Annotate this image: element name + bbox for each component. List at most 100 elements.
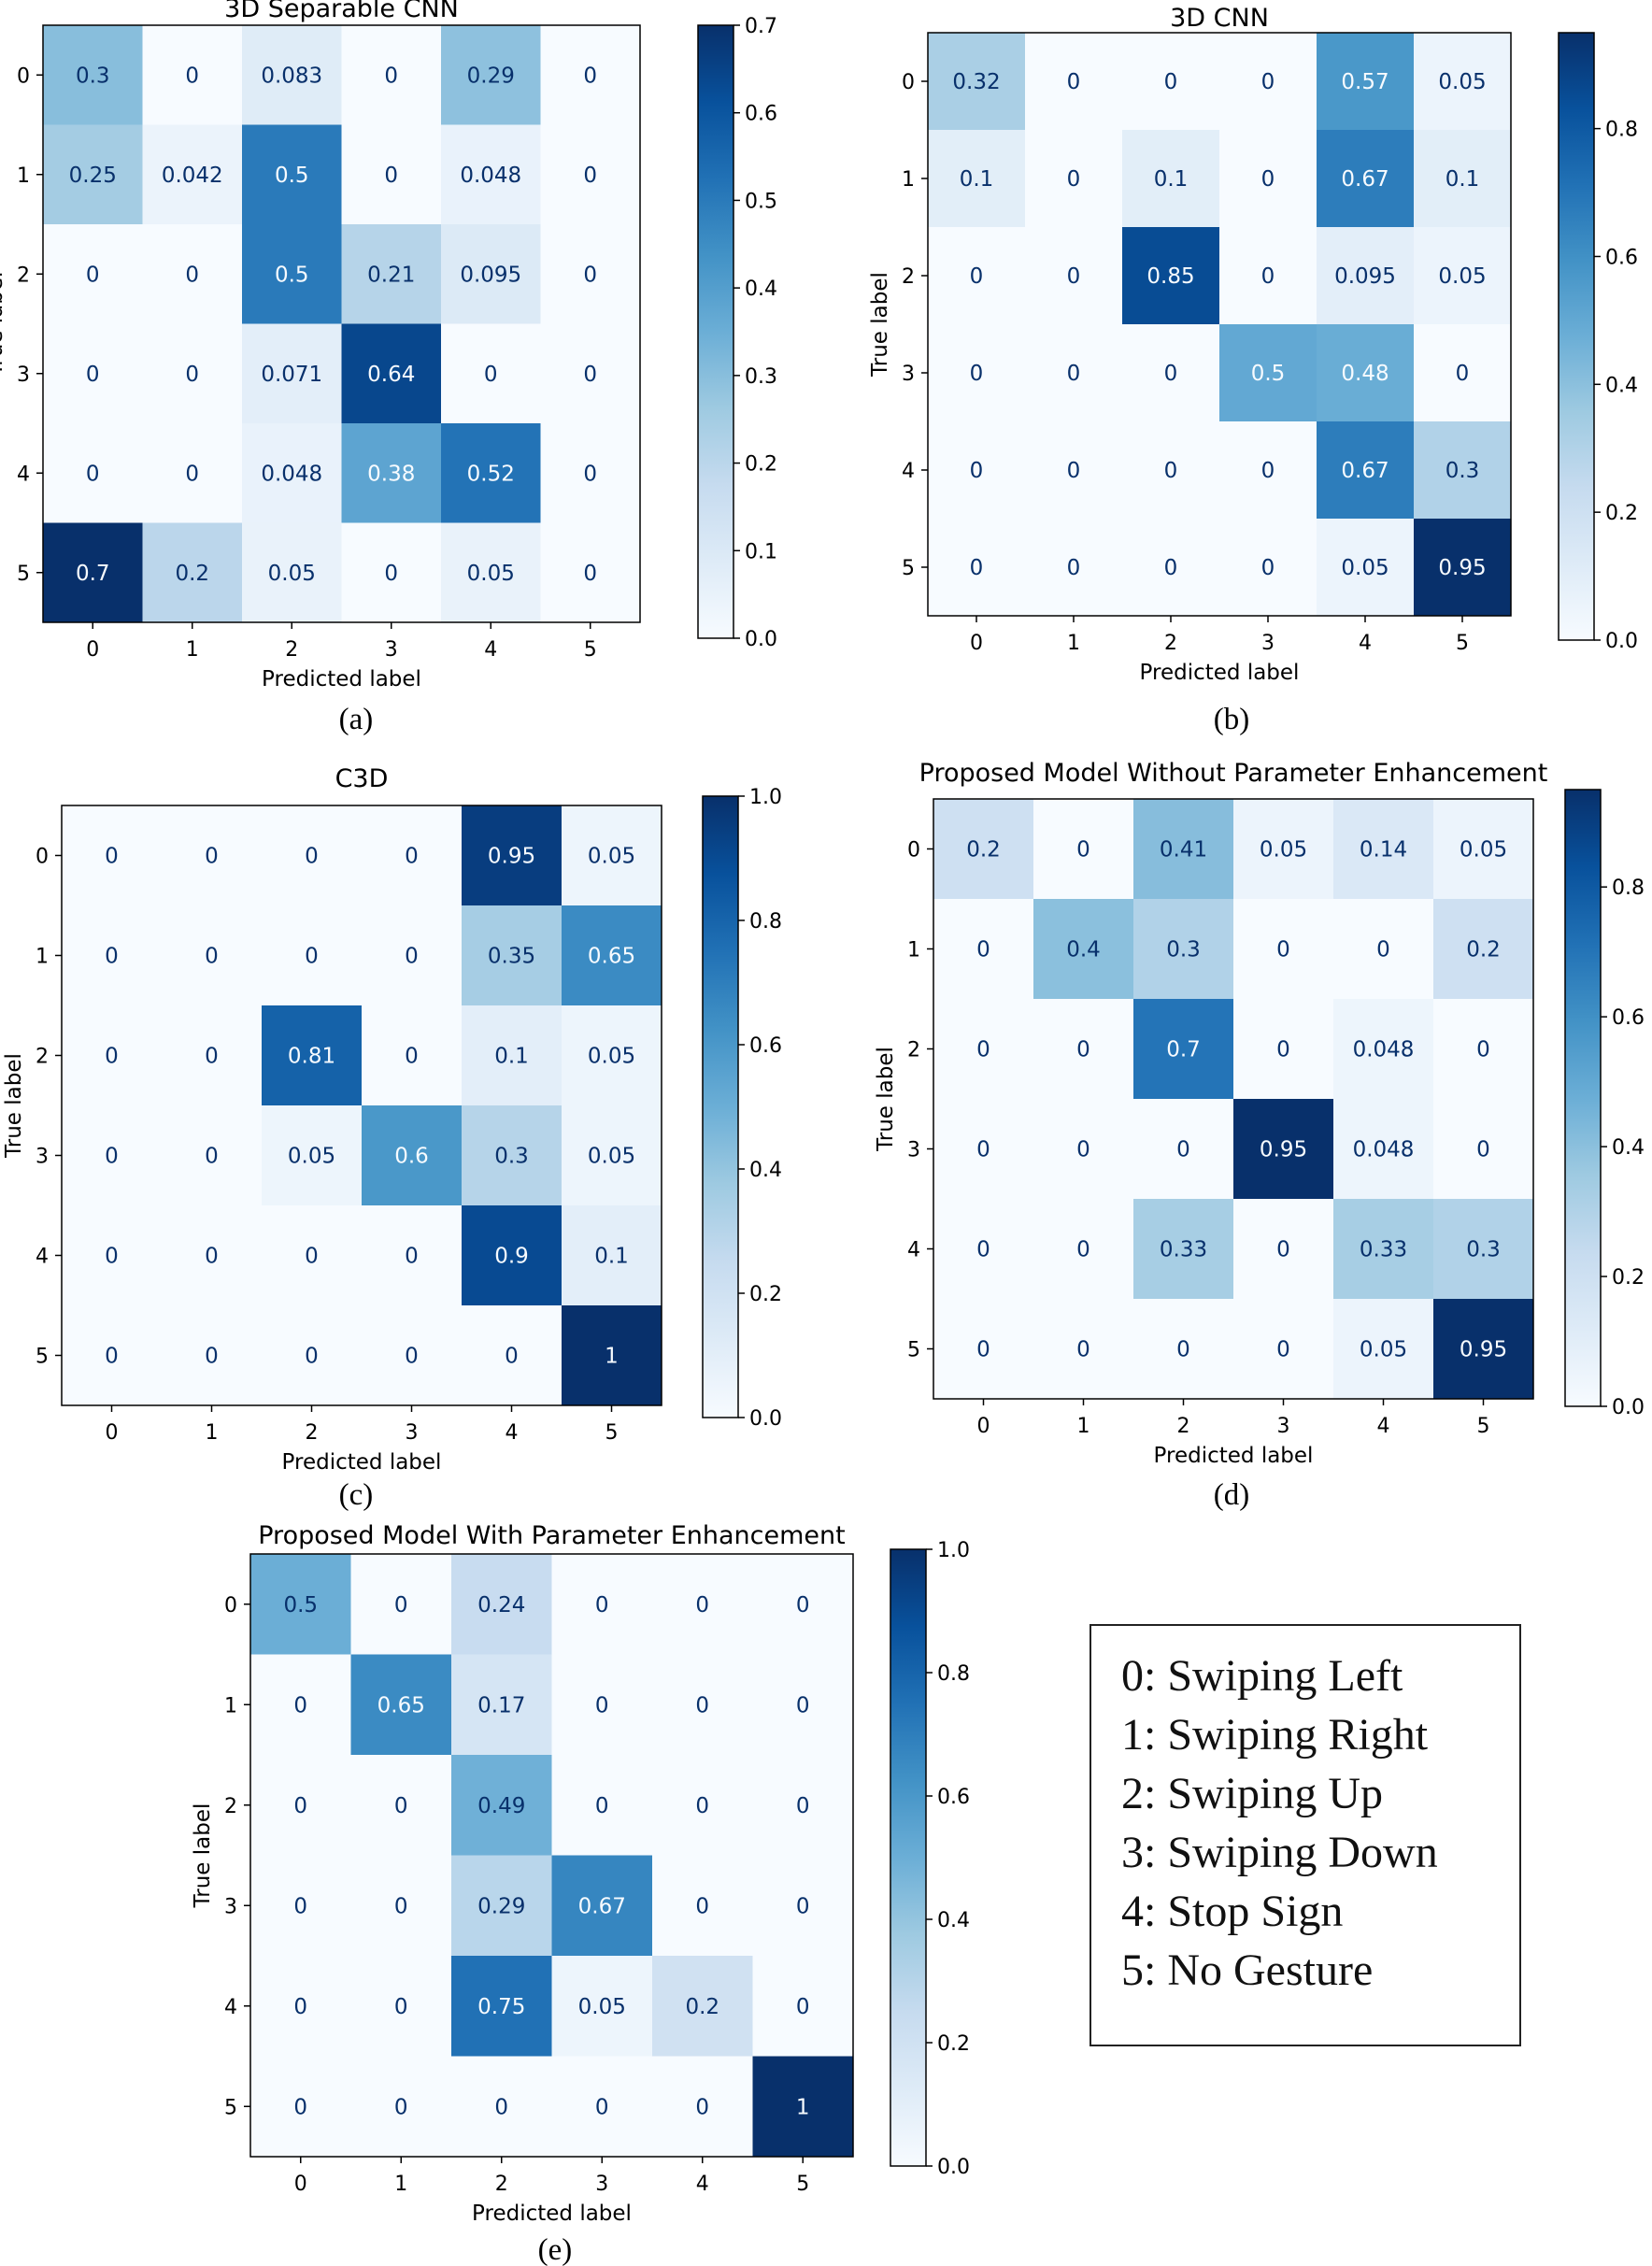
y-tick-label: 2 xyxy=(17,264,30,287)
heatmap-cell xyxy=(250,1755,351,1856)
colorbar-tick-label: 0.6 xyxy=(937,1786,970,1809)
cell-value-label: 0 xyxy=(796,1693,810,1717)
heatmap-cell xyxy=(462,1005,563,1106)
heatmap-cell xyxy=(162,1305,263,1406)
cell-value-label: 0 xyxy=(305,1345,319,1369)
cell-value-label: 0 xyxy=(1067,459,1081,483)
plot-frame xyxy=(61,805,662,1406)
heatmap-cell xyxy=(250,1855,351,1957)
class-legend: 0: Swiping Left 1: Swiping Right 2: Swip… xyxy=(1089,1624,1521,2046)
cell-value-label: 0.9 xyxy=(494,1245,529,1269)
colorbar xyxy=(1558,32,1595,641)
y-tick-label: 2 xyxy=(224,1795,237,1818)
cell-value-label: 0.67 xyxy=(578,1894,626,1918)
heatmap-cell xyxy=(933,899,1034,1000)
cell-value-label: 0 xyxy=(583,263,597,287)
panel-label: (a) xyxy=(339,703,374,736)
cell-value-label: 0 xyxy=(205,1345,219,1369)
cell-value-label: 0 xyxy=(1164,556,1178,580)
heatmap-cell xyxy=(462,805,563,906)
heatmap-cell xyxy=(43,25,143,125)
heatmap-cell xyxy=(752,1956,854,2057)
y-tick-label: 4 xyxy=(907,1239,920,1262)
heatmap-cell xyxy=(1033,1099,1134,1200)
colorbar-tick-label: 0.2 xyxy=(1605,502,1638,525)
x-tick-label: 1 xyxy=(394,2173,407,2196)
heatmap-cell xyxy=(142,25,243,125)
colorbar-tick-label: 0.0 xyxy=(745,628,777,651)
cell-value-label: 0 xyxy=(583,363,597,387)
colorbar-tick-label: 0.2 xyxy=(745,453,777,477)
cell-value-label: 0 xyxy=(1067,264,1081,289)
cell-value-label: 0 xyxy=(105,1045,119,1069)
y-tick-label: 3 xyxy=(224,1895,237,1918)
heatmap-cell xyxy=(441,423,541,523)
heatmap-cell xyxy=(142,323,243,424)
heatmap-cell xyxy=(341,124,442,225)
heatmap-cell xyxy=(1317,227,1415,325)
cell-value-label: 0 xyxy=(796,1593,810,1618)
colorbar-tick-label: 0.4 xyxy=(1605,374,1638,397)
heatmap-cell xyxy=(242,124,342,225)
cell-value-label: 0 xyxy=(695,1894,709,1918)
heatmap-cell xyxy=(451,1554,552,1655)
heatmap-cell xyxy=(162,1005,263,1106)
heatmap-cell xyxy=(1219,130,1317,228)
heatmap-cell xyxy=(1317,33,1415,131)
heatmap-cell xyxy=(242,25,342,125)
heatmap-cell xyxy=(1233,799,1334,900)
chart-title: 3D CNN xyxy=(1170,4,1269,33)
heatmap-cell xyxy=(1317,519,1415,617)
colorbar-tick-label: 0.4 xyxy=(937,1909,970,1932)
cell-value-label: 0.05 xyxy=(268,562,316,586)
cell-value-label: 0.49 xyxy=(477,1794,525,1818)
cell-value-label: 0 xyxy=(394,1794,408,1818)
x-tick-label: 2 xyxy=(1177,1415,1190,1438)
cell-value-label: 0 xyxy=(1076,1038,1090,1062)
confusion-matrix-panel: 0.2 0 0.41 0.05 0.14 0.050 0.4 0.3 0 0 0.20 0 0.7 0 0.… xyxy=(874,759,1645,1512)
heatmap-cell xyxy=(250,1654,351,1756)
cell-value-label: 0 xyxy=(384,64,398,88)
cell-value-label: 0.05 xyxy=(467,562,515,586)
plot-frame xyxy=(927,32,1512,617)
cell-value-label: 0 xyxy=(205,1045,219,1069)
cell-value-label: 0 xyxy=(405,1045,419,1069)
cell-value-label: 0 xyxy=(695,1794,709,1818)
cell-value-label: 0.05 xyxy=(588,1045,635,1069)
x-axis-label: Predicted label xyxy=(262,667,421,691)
colorbar-tick-label: 0.6 xyxy=(745,103,777,126)
heatmap-cell xyxy=(562,805,662,906)
heatmap-cell xyxy=(62,905,163,1006)
cell-value-label: 0.41 xyxy=(1160,838,1207,862)
cell-value-label: 0.048 xyxy=(1353,1138,1415,1162)
heatmap-cell xyxy=(1433,1199,1534,1300)
heatmap-cell xyxy=(362,1305,463,1406)
cell-value-label: 0.05 xyxy=(288,1145,335,1169)
heatmap-cell xyxy=(451,1755,552,1856)
heatmap-cell xyxy=(1333,1199,1434,1300)
heatmap-cell xyxy=(540,323,641,424)
cell-value-label: 0.57 xyxy=(1341,70,1389,94)
cell-value-label: 0.29 xyxy=(477,1894,525,1918)
heatmap-cell xyxy=(262,1005,363,1106)
colorbar-tick-label: 0.6 xyxy=(1612,1006,1645,1030)
heatmap-cell xyxy=(752,1654,854,1756)
cell-value-label: 0 xyxy=(1276,938,1290,962)
y-tick-label: 2 xyxy=(907,1039,920,1062)
cell-value-label: 0 xyxy=(1456,362,1470,386)
y-axis-label: True label xyxy=(874,1047,898,1152)
cell-value-label: 0.071 xyxy=(261,363,322,387)
cell-value-label: 0.3 xyxy=(494,1145,529,1169)
heatmap-cell xyxy=(928,519,1026,617)
cell-value-label: 0.67 xyxy=(1341,167,1389,192)
heatmap-cell xyxy=(1333,1099,1434,1200)
heatmap-cell xyxy=(1233,899,1334,1000)
cell-value-label: 0 xyxy=(1076,1138,1090,1162)
heatmap-cell xyxy=(1433,999,1534,1100)
heatmap-cell xyxy=(551,1755,653,1856)
heatmap-cell xyxy=(341,323,442,424)
cell-value-label: 0 xyxy=(583,64,597,88)
heatmap-cell xyxy=(43,124,143,225)
x-tick-label: 5 xyxy=(1456,632,1469,655)
